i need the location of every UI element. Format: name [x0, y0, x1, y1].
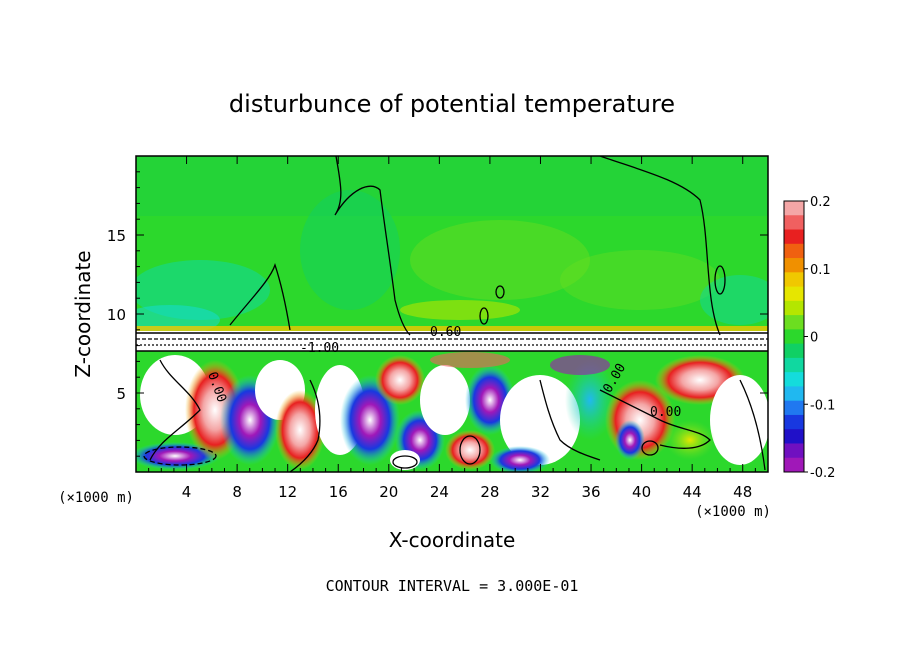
heatmap-field: [136, 156, 768, 472]
colorbar-swatch: [784, 329, 804, 345]
colorbar-swatch: [784, 372, 804, 387]
colorbar-swatch: [784, 357, 804, 373]
x-unit-label: (×1000 m): [695, 504, 771, 520]
y-tick-label: 10: [107, 306, 126, 324]
x-tick-label: 24: [430, 483, 449, 501]
x-tick-label: 12: [278, 483, 297, 501]
colorbar-swatch: [784, 286, 804, 302]
colorbar-swatch: [784, 258, 804, 273]
y-tick-label: 5: [116, 385, 126, 403]
colorbar-swatch: [784, 215, 804, 231]
x-tick-label: 20: [379, 483, 398, 501]
x-tick-label: 40: [632, 483, 651, 501]
x-tick-label: 44: [683, 483, 702, 501]
x-axis-label: X-coordinate: [389, 528, 516, 552]
x-tick-label: 32: [531, 483, 550, 501]
colorbar-swatch: [784, 414, 804, 430]
chart-title: disturbunce of potential temperature: [229, 90, 675, 118]
z-unit-label: (×1000 m): [58, 490, 134, 506]
colorbar-swatch: [784, 315, 804, 330]
y-tick-label: 15: [107, 227, 126, 245]
x-tick-label: 4: [182, 483, 192, 501]
x-tick-label: 48: [733, 483, 752, 501]
colorbar-tick-label: 0.1: [810, 263, 831, 278]
colorbar-swatch: [784, 400, 804, 416]
colorbar-tick-label: 0.2: [810, 195, 831, 210]
colorbar-swatch: [784, 201, 804, 216]
y-axis: 5 10 15: [107, 171, 768, 457]
y-axis-label: Z-coordinate: [71, 250, 95, 377]
contour-lines: [136, 156, 768, 472]
colorbar-swatch: [784, 443, 804, 459]
colorbar-swatch: [784, 343, 804, 359]
colorbar-swatch: [784, 386, 804, 402]
colorbar-swatch: [784, 429, 804, 444]
colorbar-tick-label: -0.2: [810, 466, 835, 481]
contour-label: 0.00: [650, 405, 681, 420]
contour-label: -1.00: [300, 341, 339, 356]
colorbar: [784, 201, 804, 473]
contour-label: 0.60: [430, 325, 461, 340]
x-tick-label: 28: [480, 483, 499, 501]
colorbar-swatch: [784, 300, 804, 316]
colorbar-swatch: [784, 229, 804, 245]
colorbar-swatch: [784, 272, 804, 288]
contour-interval-note: CONTOUR INTERVAL = 3.000E-01: [326, 577, 579, 595]
x-tick-label: 16: [329, 483, 348, 501]
x-axis: 4 8 12 16 20 24 28 32 36 40 44 48: [148, 156, 756, 501]
colorbar-labels: 0.2 0.1 0 -0.1 -0.2: [804, 195, 835, 481]
x-tick-label: 8: [232, 483, 242, 501]
colorbar-tick-label: -0.1: [810, 398, 835, 413]
colorbar-swatch: [784, 243, 804, 259]
x-tick-label: 36: [581, 483, 600, 501]
colorbar-tick-label: 0: [810, 331, 818, 346]
colorbar-swatch: [784, 457, 804, 473]
